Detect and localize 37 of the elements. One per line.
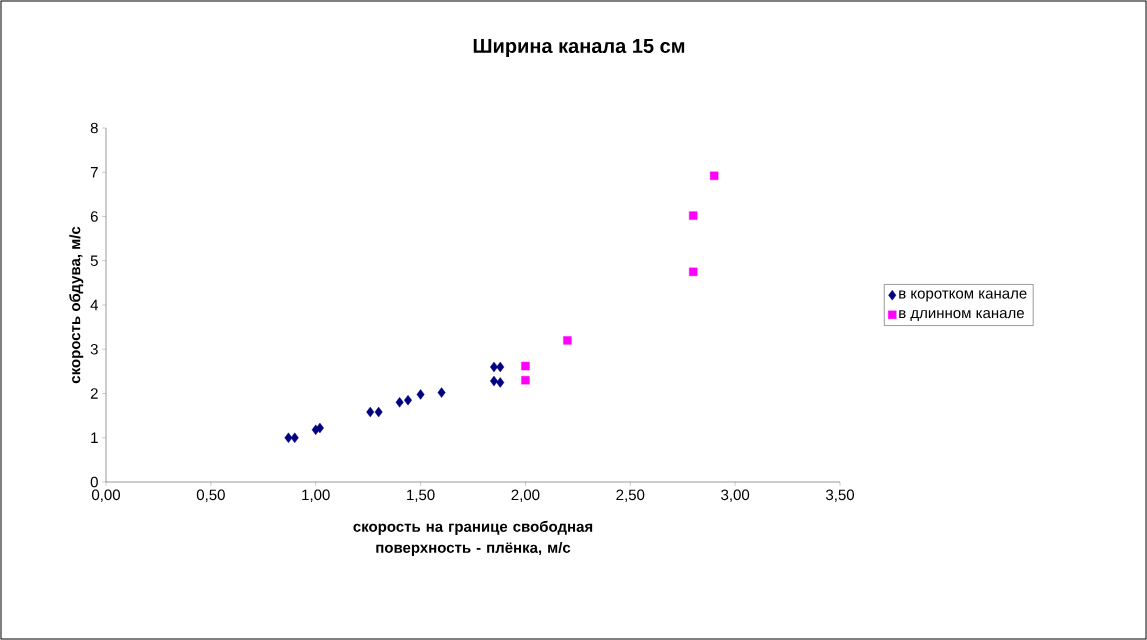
y-tick-label: 7 <box>90 167 98 178</box>
y-tick-label: 8 <box>90 122 98 134</box>
point <box>709 171 719 180</box>
x-tick-label: 1,50 <box>407 489 435 502</box>
x-tick-label: 0,50 <box>196 489 225 502</box>
y-tick-label: 5 <box>90 255 98 266</box>
legend-label: в длинном канале <box>899 310 1024 322</box>
point <box>395 397 404 408</box>
point <box>496 361 505 373</box>
legend-label: в коротком канале <box>899 290 1027 302</box>
x-tick-label: 3,00 <box>721 489 750 502</box>
chart-title: Ширина канала 15 см <box>473 39 685 57</box>
y-axis-title: скорость обдува, м/с <box>69 226 84 384</box>
point <box>366 406 375 418</box>
y-tick-label: 1 <box>91 432 98 443</box>
x-tick-label: 2,50 <box>616 489 645 502</box>
point <box>437 387 446 398</box>
point <box>374 406 383 418</box>
x-tick-label: 2,00 <box>511 489 540 502</box>
point <box>521 376 530 385</box>
y-tick-label: 6 <box>90 211 98 222</box>
point <box>689 267 698 277</box>
x-tick-label: 1,00 <box>302 489 330 502</box>
point <box>496 377 505 388</box>
point <box>521 361 530 371</box>
y-tick-label: 2 <box>90 388 98 399</box>
point <box>563 336 572 345</box>
point <box>689 211 698 220</box>
y-tick-label: 4 <box>90 299 99 311</box>
y-tick-label: 0 <box>90 476 98 488</box>
y-tick-label: 3 <box>90 343 98 355</box>
point <box>284 432 293 443</box>
point <box>290 432 299 443</box>
x-tick-label: 0,00 <box>91 489 120 502</box>
x-tick-label: 3,50 <box>825 489 855 502</box>
point <box>416 389 425 400</box>
x-axis-title: скорость на границе свободная поверхность - плёнка, м/с <box>353 520 593 556</box>
